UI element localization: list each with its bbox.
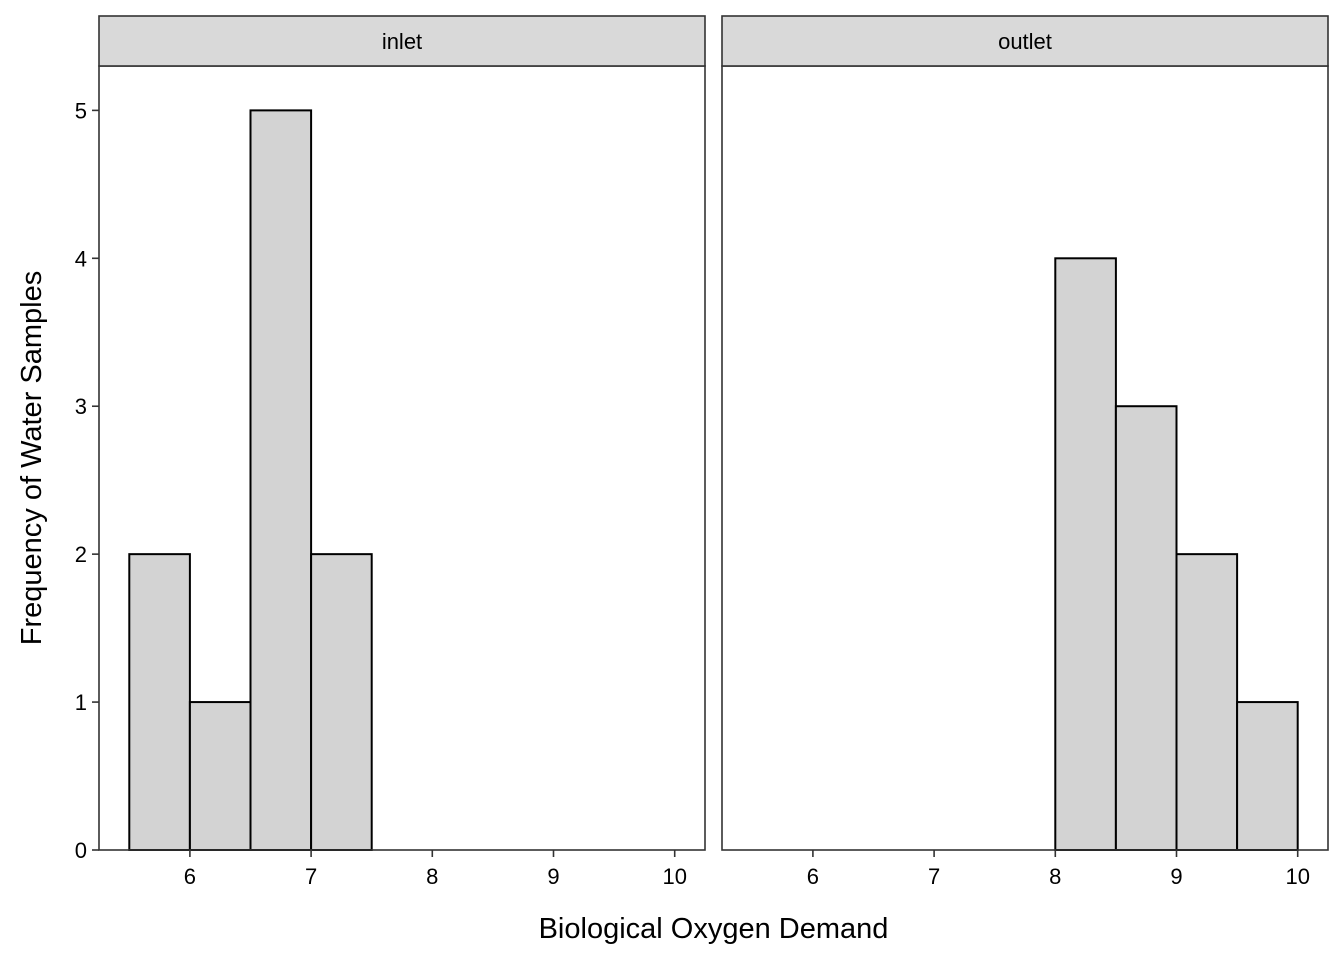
facet-strip xyxy=(721,15,1329,67)
y-tick-label: 3 xyxy=(75,394,87,419)
x-tick-label: 7 xyxy=(305,864,317,889)
facet-strip xyxy=(98,15,706,67)
histogram-bar xyxy=(188,701,252,852)
x-axis-title: Biological Oxygen Demand xyxy=(539,913,889,945)
x-tick-label: 7 xyxy=(928,864,940,889)
histogram-bar xyxy=(1114,405,1178,851)
x-tick-label: 8 xyxy=(1049,864,1061,889)
facet-label: inlet xyxy=(382,29,422,54)
y-axis-title: Frequency of Water Samples xyxy=(16,271,48,645)
y-tick-label: 1 xyxy=(75,690,87,715)
x-tick-label: 9 xyxy=(1170,864,1182,889)
x-tick-label: 8 xyxy=(426,864,438,889)
histogram-bar xyxy=(1175,553,1239,851)
x-tick-label: 9 xyxy=(547,864,559,889)
facet-label: outlet xyxy=(998,29,1052,54)
histogram-bar xyxy=(1236,701,1299,852)
x-tick-label: 10 xyxy=(662,864,686,889)
y-tick-label: 0 xyxy=(75,838,87,863)
histogram-bar xyxy=(128,553,191,851)
x-tick-label: 6 xyxy=(807,864,819,889)
x-tick-label: 6 xyxy=(184,864,196,889)
histogram-bar xyxy=(249,109,313,851)
histogram-bar xyxy=(310,553,373,851)
y-tick-label: 5 xyxy=(75,98,87,123)
histogram-bar xyxy=(1054,257,1117,851)
y-tick-label: 2 xyxy=(75,542,87,567)
y-tick-label: 4 xyxy=(75,246,87,271)
x-tick-label: 10 xyxy=(1285,864,1309,889)
